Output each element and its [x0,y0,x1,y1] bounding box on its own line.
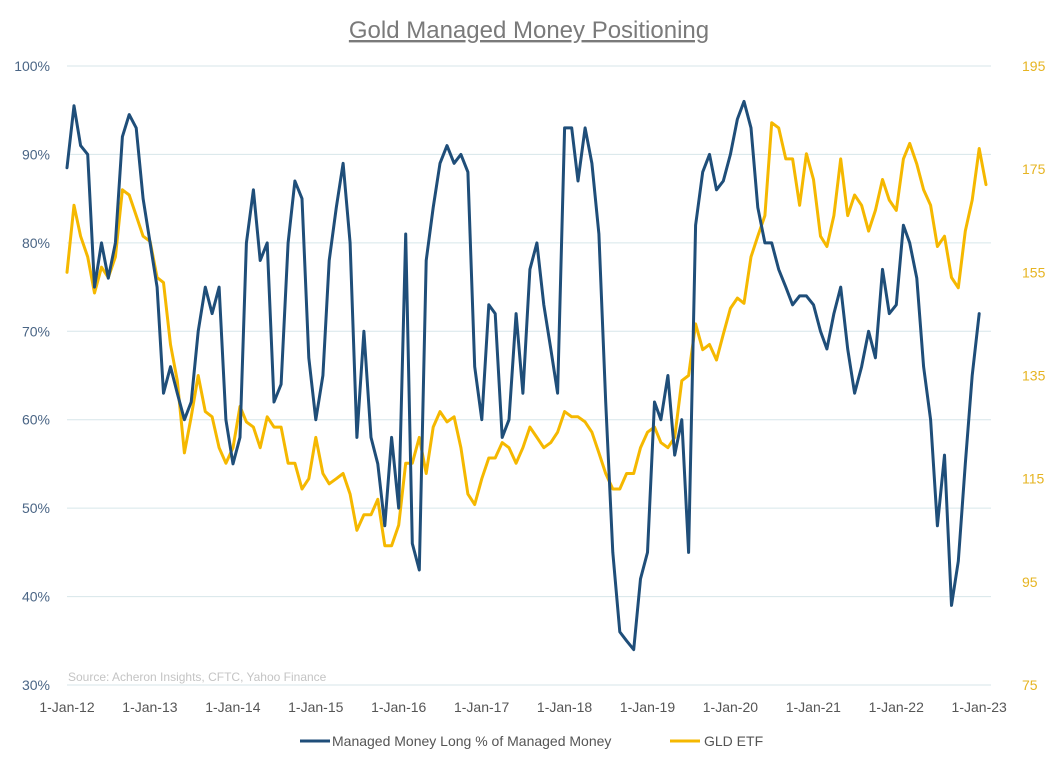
left-tick-label: 90% [22,146,50,162]
left-tick-label: 100% [14,58,50,74]
left-tick-label: 30% [22,677,50,693]
x-tick-label: 1-Jan-14 [205,699,260,715]
right-tick-label: 135 [1022,368,1046,384]
legend: Managed Money Long % of Managed Money GL… [300,733,763,749]
left-tick-label: 50% [22,500,50,516]
legend-label-managed-money: Managed Money Long % of Managed Money [332,733,611,749]
left-tick-label: 40% [22,589,50,605]
x-axis: 1-Jan-12 1-Jan-13 1-Jan-14 1-Jan-15 1-Jan-16… [39,699,1007,715]
series-group [65,99,988,652]
right-tick-label: 95 [1022,574,1038,590]
x-tick-label: 1-Jan-13 [122,699,177,715]
x-tick-label: 1-Jan-22 [869,699,924,715]
left-axis: 30% 40% 50% 60% 70% 80% 90% 100% [14,58,50,693]
x-tick-label: 1-Jan-18 [537,699,592,715]
x-tick-label: 1-Jan-15 [288,699,343,715]
x-tick-label: 1-Jan-20 [703,699,758,715]
legend-label-gld-etf: GLD ETF [704,733,763,749]
right-tick-label: 195 [1022,58,1046,74]
right-axis: 75 95 115 135 155 175 195 [1022,58,1046,693]
x-tick-label: 1-Jan-12 [39,699,94,715]
x-tick-label: 1-Jan-21 [786,699,841,715]
x-tick-label: 1-Jan-23 [952,699,1007,715]
right-tick-label: 115 [1022,471,1045,487]
series-line-managed-money [65,99,981,652]
left-tick-label: 70% [22,323,50,339]
x-tick-label: 1-Jan-17 [454,699,509,715]
x-tick-label: 1-Jan-19 [620,699,675,715]
left-tick-label: 80% [22,235,50,251]
source-note: Source: Acheron Insights, CFTC, Yahoo Fi… [68,670,327,684]
x-tick-label: 1-Jan-16 [371,699,426,715]
right-tick-label: 155 [1022,264,1046,280]
series-line-gld-etf [65,121,988,548]
right-tick-label: 175 [1022,161,1046,177]
left-tick-label: 60% [22,412,50,428]
chart-title: Gold Managed Money Positioning [349,17,709,44]
right-tick-label: 75 [1022,677,1038,693]
